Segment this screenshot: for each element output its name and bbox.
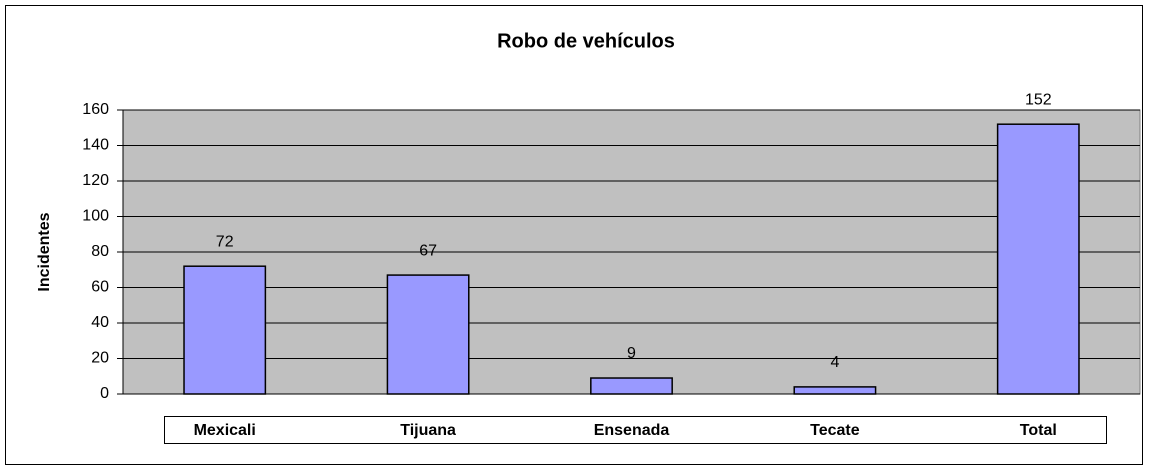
category-box <box>164 416 1107 444</box>
y-tick-label: 80 <box>91 243 109 260</box>
x-tick-label: Tecate <box>810 422 860 439</box>
y-tick-label: 160 <box>82 101 109 118</box>
y-tick-label: 140 <box>82 137 109 154</box>
y-tick-label: 20 <box>91 350 109 367</box>
y-tick-label: 40 <box>91 314 109 331</box>
data-label: 72 <box>216 233 234 250</box>
chart-title: Robo de vehículos <box>497 30 675 52</box>
x-tick-label: Mexicali <box>194 422 256 439</box>
data-label: 152 <box>1025 91 1052 108</box>
x-tick-label: Ensenada <box>594 422 670 439</box>
bar <box>590 377 673 395</box>
data-label: 4 <box>830 354 839 371</box>
data-label: 9 <box>627 345 636 362</box>
bar <box>996 123 1080 395</box>
bar <box>793 386 877 395</box>
y-axis-label: Incidentes <box>36 212 53 291</box>
y-tick-label: 0 <box>100 385 109 402</box>
bar <box>183 265 267 395</box>
y-tick-label: 120 <box>82 172 109 189</box>
x-tick-label: Total <box>1020 422 1057 439</box>
y-tick-label: 100 <box>82 208 109 225</box>
x-tick-label: Tijuana <box>400 422 456 439</box>
y-tick-label: 60 <box>91 279 109 296</box>
bar <box>386 274 470 395</box>
data-label: 67 <box>419 242 437 259</box>
